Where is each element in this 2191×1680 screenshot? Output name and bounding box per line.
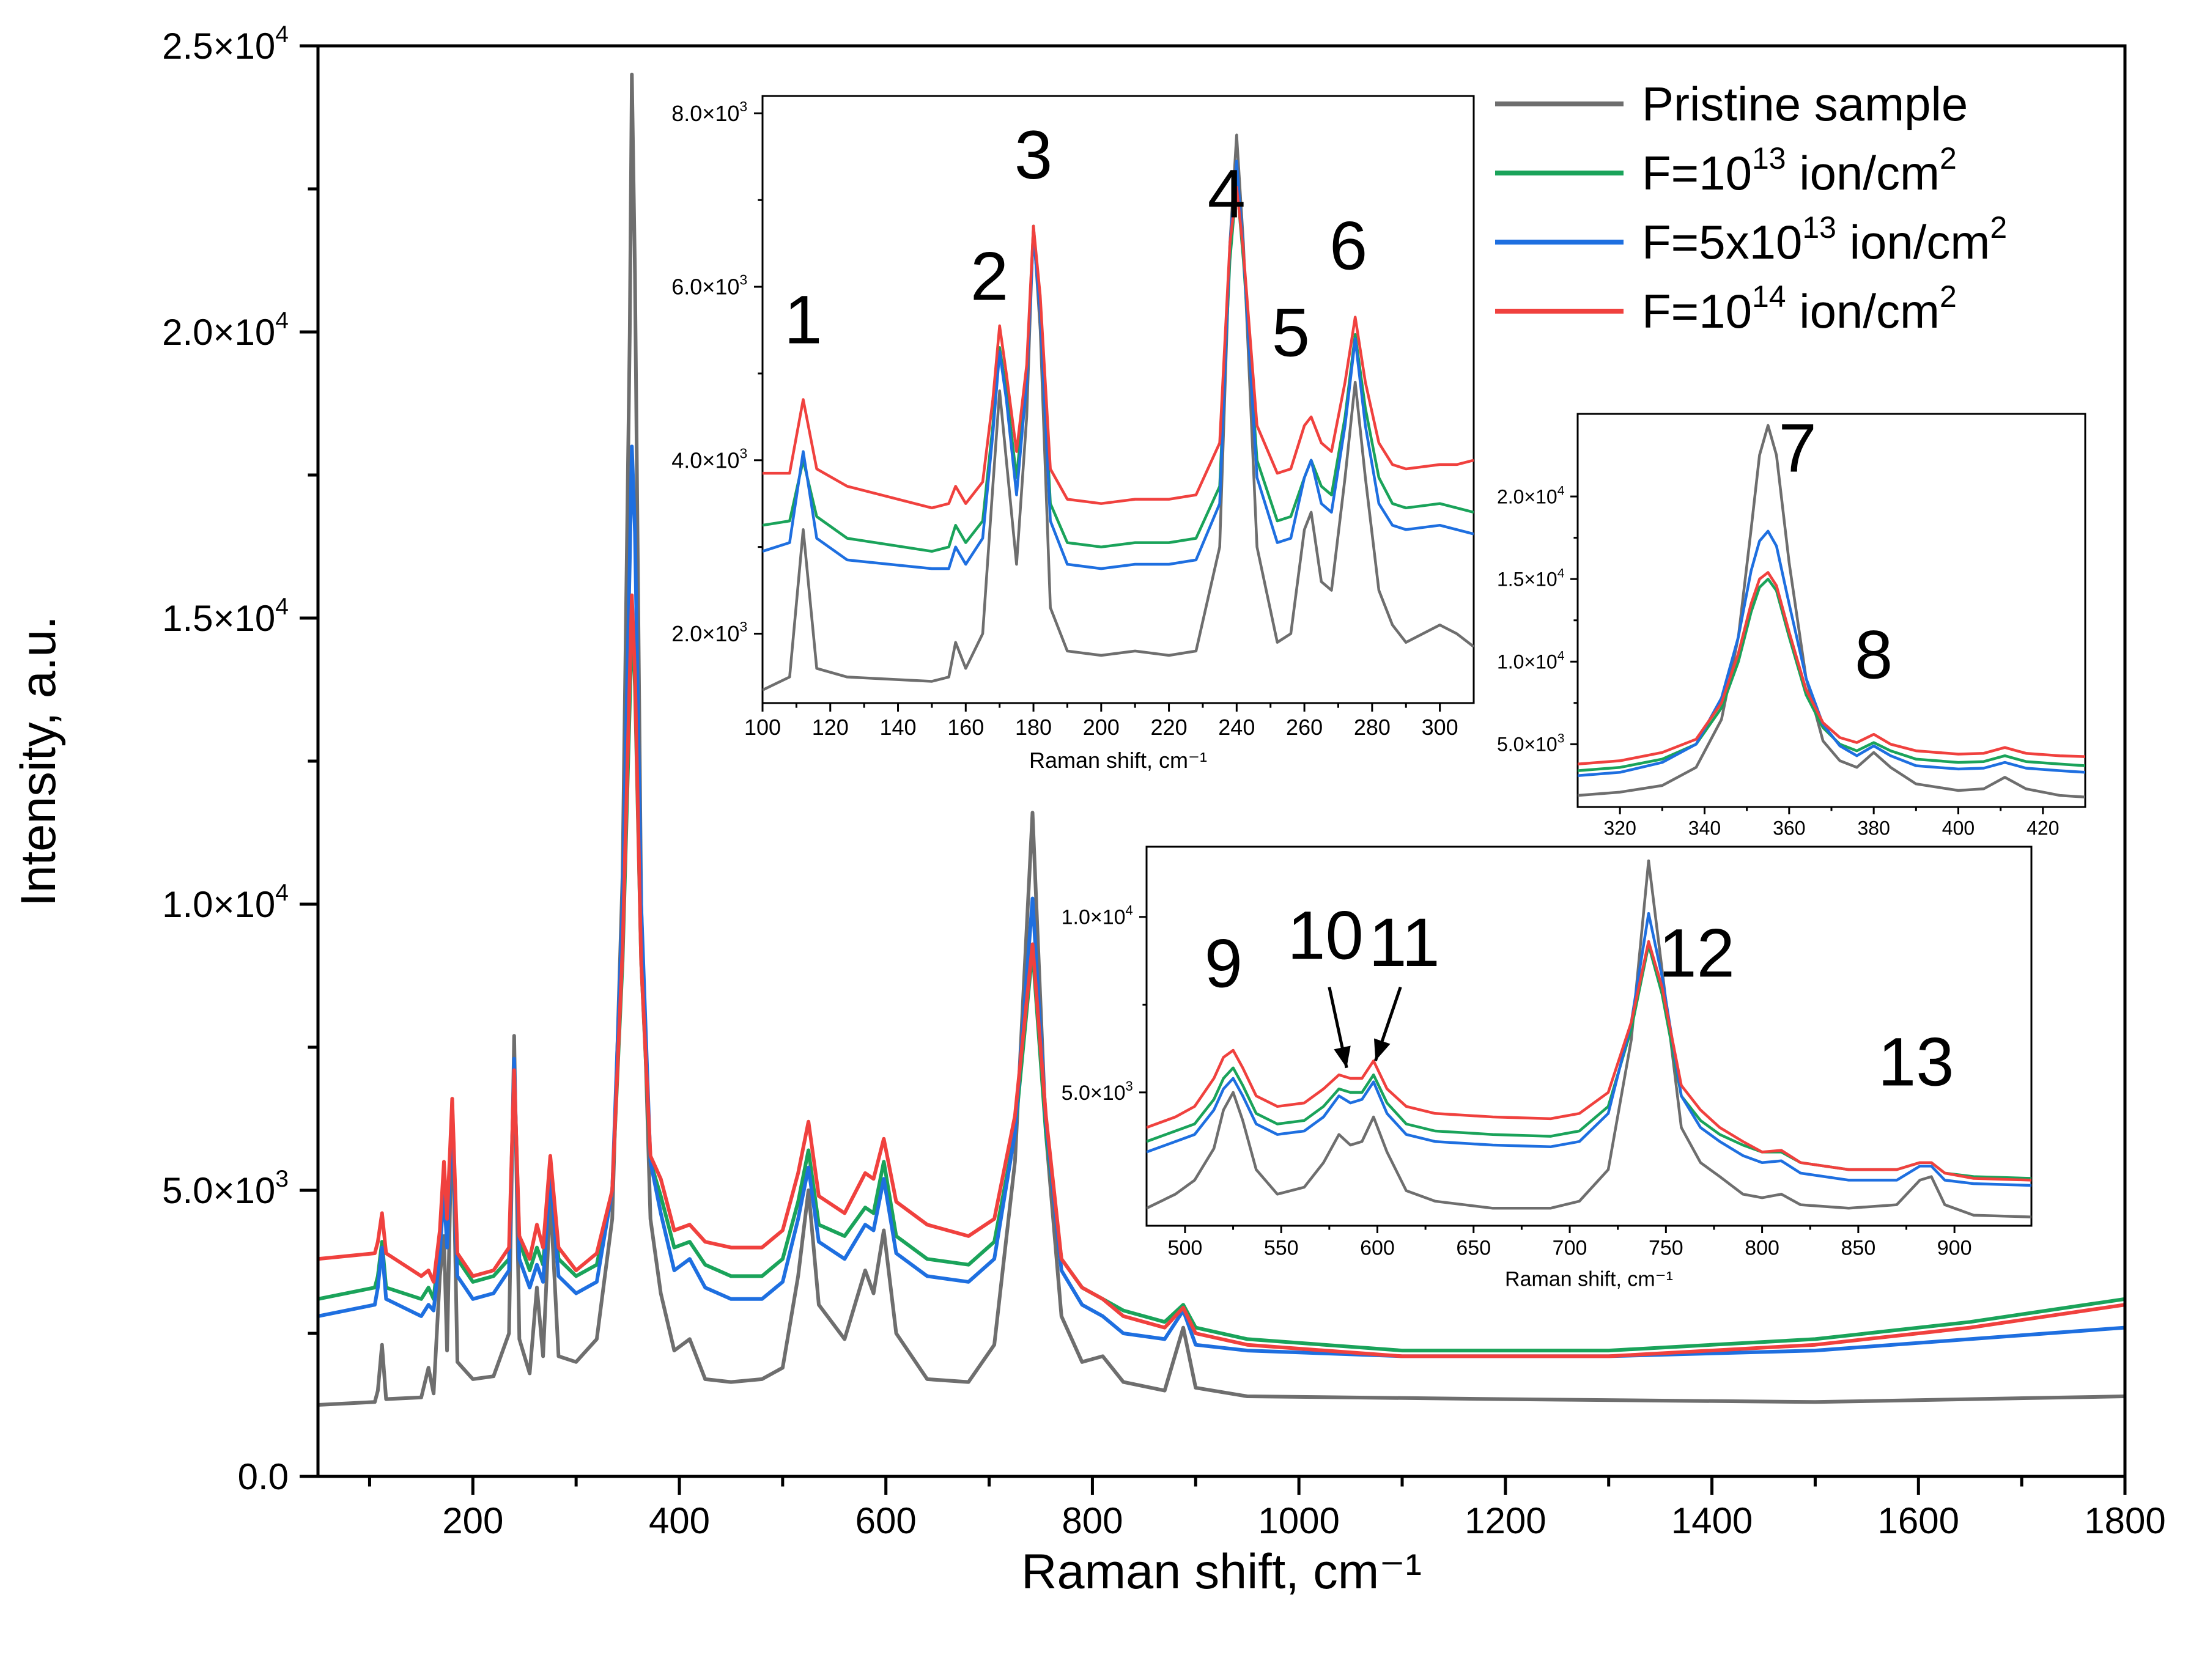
- inset1-x-tick-label: 120: [812, 715, 849, 740]
- inset2-x-tick-label: 320: [1603, 817, 1636, 839]
- legend: Pristine sample F=1013 ion/cm2 F=5x1013 io…: [1495, 77, 2007, 338]
- inset3-y-tick-label: 1.0×104: [1062, 903, 1133, 929]
- inset1-peak-label-2: 2: [970, 238, 1008, 314]
- main-x-tick-label: 1200: [1465, 1500, 1546, 1541]
- inset3-series-line-3: [1147, 912, 2031, 1187]
- inset1-y-tick-label: 4.0×103: [671, 445, 747, 473]
- inset3-series-line-4: [1147, 940, 2031, 1182]
- main-y-tick-label: 2.5×104: [162, 21, 289, 67]
- inset2-y-tick-label: 2.0×104: [1497, 484, 1565, 507]
- inset-plot-high-range: 500 550 600 650 700 750 800 850 900 5.0×103 1.0×10…: [1062, 846, 2033, 1291]
- legend-label-1: Pristine sample: [1642, 77, 1968, 131]
- inset1-y-tick-label: 8.0×103: [671, 98, 747, 126]
- inset2-x-tick-label: 380: [1857, 817, 1890, 839]
- inset2-peak-label-7: 7: [1779, 410, 1817, 487]
- inset1-x-tick-label: 140: [879, 715, 916, 740]
- inset1-y-tick-label: 6.0×103: [671, 272, 747, 300]
- main-y-axis-label: Intensity, a.u.: [11, 616, 66, 907]
- inset1-y-tick-label: 2.0×103: [671, 619, 747, 646]
- inset2-x-tick-label: 360: [1773, 817, 1805, 839]
- inset2-x-tick-label: 400: [1942, 817, 1975, 839]
- inset1-x-tick-label: 260: [1286, 715, 1323, 740]
- main-x-tick-label: 1400: [1671, 1500, 1753, 1541]
- inset2-x-tick-label: 420: [2027, 817, 2059, 839]
- main-x-tick-label: 400: [649, 1500, 710, 1541]
- main-x-tick-label: 800: [1062, 1500, 1123, 1541]
- main-y-tick-label: 0.0: [238, 1456, 289, 1497]
- inset3-x-tick-label: 650: [1456, 1237, 1491, 1260]
- inset1-peak-label-1: 1: [784, 281, 822, 358]
- inset1-x-tick-label: 300: [1422, 715, 1458, 740]
- inset1-peak-label-3: 3: [1014, 117, 1052, 193]
- main-y-tick-label: 1.5×104: [162, 594, 289, 639]
- inset2-series-line-2: [1578, 577, 2085, 772]
- inset2-y-tick-label: 5.0×103: [1497, 732, 1564, 756]
- inset1-x-tick-label: 100: [744, 715, 781, 740]
- legend-label-3: F=5x1013 ion/cm2: [1642, 210, 2007, 269]
- inset3-peak-label-13: 13: [1878, 1023, 1954, 1100]
- inset1-x-tick-label: 200: [1083, 715, 1120, 740]
- main-x-tick-label: 600: [855, 1500, 917, 1541]
- legend-label-2: F=1013 ion/cm2: [1642, 141, 1957, 200]
- inset3-x-tick-label: 550: [1264, 1237, 1299, 1260]
- inset2-frame: [1576, 413, 2086, 808]
- main-plot: 200 400 600 800 1000 1200 1400 1600 18000.05.0×1…: [11, 21, 2166, 1599]
- inset1-series-line-2: [763, 181, 1474, 553]
- legend-label-4: F=1014 ion/cm2: [1642, 279, 1957, 338]
- inset1-x-tick-label: 240: [1218, 715, 1255, 740]
- inset1-series-line-1: [763, 133, 1474, 691]
- inset3-peak-label-9: 9: [1205, 926, 1243, 1002]
- inset3-x-axis-label: Raman shift, cm⁻¹: [1505, 1268, 1673, 1291]
- inset2-series-line-3: [1578, 529, 2085, 777]
- inset1-peak-label-6: 6: [1329, 208, 1367, 284]
- inset3-peak-label-10: 10: [1287, 897, 1364, 974]
- main-series-line-4: [318, 593, 2125, 1358]
- inset3-peak-label-11: 11: [1369, 904, 1439, 981]
- inset3-peak-label-12: 12: [1658, 915, 1735, 991]
- inset3-y-tick-label: 5.0×103: [1062, 1078, 1133, 1105]
- main-y-tick-label: 5.0×103: [162, 1166, 289, 1211]
- main-x-tick-label: 200: [442, 1500, 503, 1541]
- inset3-x-tick-label: 900: [1937, 1237, 1972, 1260]
- inset1-frame: [761, 95, 1475, 704]
- inset3-x-tick-label: 800: [1745, 1237, 1779, 1260]
- inset3-arrow-head-1: [1334, 1045, 1351, 1068]
- inset-plot-mid-range: 320 340 360 380 400 420 5.0×103 1.0×104 1.5×104 2…: [1497, 410, 2086, 869]
- main-y-tick-label: 2.0×104: [162, 308, 289, 353]
- main-x-tick-label: 1800: [2084, 1500, 2165, 1541]
- main-x-tick-label: 1600: [1878, 1500, 1959, 1541]
- inset3-x-tick-label: 750: [1649, 1237, 1683, 1260]
- inset1-series-line-4: [763, 185, 1474, 510]
- inset1-peak-label-4: 4: [1208, 156, 1246, 232]
- inset1-x-tick-label: 180: [1015, 715, 1052, 740]
- inset1-x-tick-label: 220: [1151, 715, 1188, 740]
- inset1-x-tick-label: 160: [947, 715, 984, 740]
- main-x-axis-label: Raman shift, cm⁻¹: [1021, 1544, 1422, 1599]
- inset2-y-tick-label: 1.5×104: [1497, 566, 1565, 590]
- inset1-x-tick-label: 280: [1354, 715, 1391, 740]
- inset3-x-tick-label: 700: [1553, 1237, 1587, 1260]
- inset3-arrow-head-2: [1373, 1038, 1391, 1061]
- inset3-x-tick-label: 850: [1841, 1237, 1876, 1260]
- inset3-series-line-1: [1147, 859, 2031, 1218]
- inset2-peak-label-8: 8: [1855, 616, 1893, 693]
- inset1-x-axis-label: Raman shift, cm⁻¹: [1029, 748, 1207, 773]
- inset1-series-line-3: [763, 160, 1474, 570]
- inset3-x-tick-label: 600: [1360, 1237, 1395, 1260]
- main-y-tick-label: 1.0×104: [162, 880, 289, 925]
- inset1-peak-label-5: 5: [1272, 295, 1310, 371]
- inset3-frame: [1145, 846, 2033, 1227]
- inset2-y-tick-label: 1.0×104: [1497, 649, 1565, 672]
- inset3-x-tick-label: 500: [1168, 1237, 1203, 1260]
- inset2-x-tick-label: 340: [1688, 817, 1721, 839]
- main-x-tick-label: 1000: [1258, 1500, 1339, 1541]
- inset2-series-line-4: [1578, 571, 2085, 766]
- inset-plot-low-range: 100 120 140 160 180 200 220 240 260 280 300 2.0×103…: [671, 95, 1475, 773]
